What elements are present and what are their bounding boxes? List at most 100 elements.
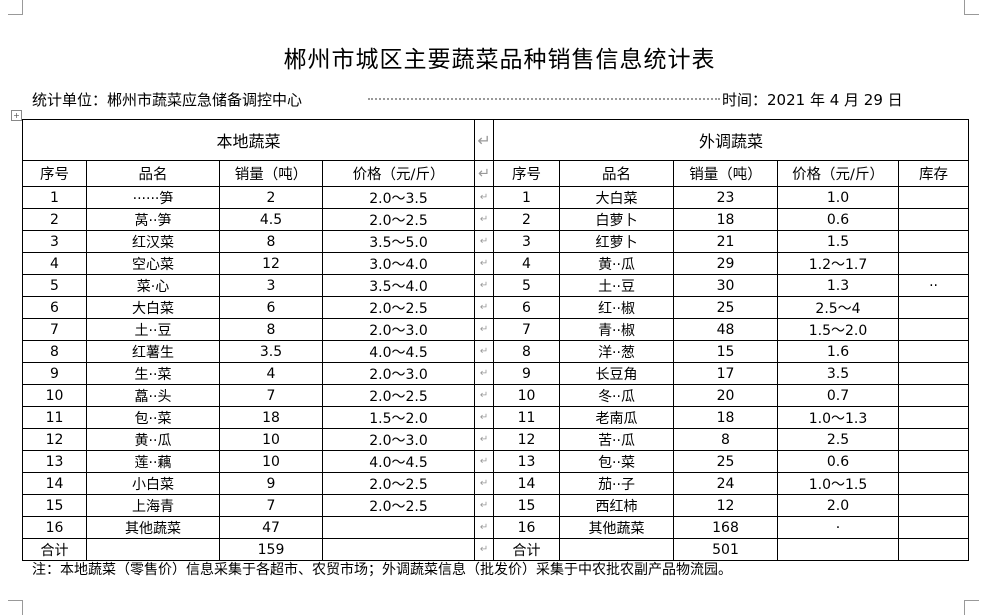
local-cell-price: 3.5～5.0 (321, 230, 476, 253)
local-cell-name: 红薯生 (86, 340, 220, 363)
table-row: 4 空心菜 12 3.0～4.0 ↵ 4 黄··瓜 29 1.2～1.7 (22, 252, 970, 275)
local-cell-name: 包··菜 (86, 406, 220, 429)
imported-cell-name: 红··椒 (559, 296, 675, 319)
imported-cell-price: 3.5 (777, 362, 900, 385)
imported-cell-price: 0.6 (777, 208, 900, 231)
document-title: 郴州市城区主要蔬菜品种销售信息统计表 (283, 47, 716, 73)
imported-cell-index: 15 (493, 494, 561, 517)
imported-cell-volume: 30 (673, 274, 779, 297)
local-cell-index: 10 (22, 384, 87, 407)
local-cell-volume: 3 (219, 274, 323, 297)
local-cell-name: 空心菜 (86, 252, 220, 275)
table-row: 1 ······笋 2 2.0～3.5 ↵ 1 大白菜 23 1.0 (22, 186, 970, 209)
table-move-handle-icon[interactable]: + (11, 110, 22, 121)
local-cell-name (86, 538, 220, 561)
imported-cell-volume: 15 (673, 340, 779, 363)
imported-cell-name: 黄··瓜 (559, 252, 675, 275)
gap-cell: ↵ (474, 252, 495, 275)
local-cell-price: 4.0～4.5 (321, 340, 476, 363)
local-heading: 本地蔬菜 (21, 119, 476, 161)
gap-cell: ↵ (474, 318, 495, 341)
imported-cell-index: 2 (493, 208, 561, 231)
table-row: 8 红薯生 3.5 4.0～4.5 ↵ 8 洋··葱 15 1.6 (22, 340, 970, 363)
local-cell-volume: 159 (219, 538, 323, 561)
column-header: 序号 (22, 160, 87, 187)
imported-cell-volume: 18 (673, 406, 779, 429)
page-corner-mark (8, 0, 23, 15)
imported-cell-index: 1 (493, 186, 561, 209)
imported-cell-volume: 21 (673, 230, 779, 253)
imported-cell-price: 0.6 (777, 450, 900, 473)
local-cell-index: 8 (22, 340, 87, 363)
gap-cell: ↵ (474, 538, 495, 561)
imported-cell-index: 12 (493, 428, 561, 451)
local-cell-price: 4.0～4.5 (321, 450, 476, 473)
local-cell-index: 13 (22, 450, 87, 473)
imported-cell-price: 1.5 (777, 230, 900, 253)
gap-cell: ↵ (474, 208, 495, 231)
imported-cell-stock: ·· (898, 274, 970, 297)
footnote: 注：本地蔬菜（零售价）信息采集于各超市、农贸市场；外调蔬菜信息（批发价）采集于中… (32, 562, 732, 578)
imported-cell-index: 16 (493, 516, 561, 539)
imported-cell-volume: 501 (673, 538, 779, 561)
local-cell-index: 2 (22, 208, 87, 231)
column-header: 品名 (559, 160, 675, 187)
vegetable-sales-table: 本地蔬菜 ↵ 外调蔬菜 序号 品名 销量（吨） 价格（元/斤） ↵ 序号 品名 … (21, 119, 970, 561)
local-cell-price: 2.0～3.0 (321, 362, 476, 385)
local-cell-name: 土··豆 (86, 318, 220, 341)
local-cell-price: 2.0～2.5 (321, 472, 476, 495)
imported-cell-price (777, 538, 900, 561)
local-cell-index: 16 (22, 516, 87, 539)
gap-cell: ↵ (474, 296, 495, 319)
local-cell-name: ······笋 (86, 186, 220, 209)
local-cell-name: 红汉菜 (86, 230, 220, 253)
imported-cell-stock (898, 230, 970, 253)
imported-cell-volume: 18 (673, 208, 779, 231)
imported-cell-price: 2.0 (777, 494, 900, 517)
imported-cell-stock (898, 406, 970, 429)
statistics-unit: 统计单位：郴州市蔬菜应急储备调控中心 (32, 91, 303, 109)
imported-cell-stock (898, 340, 970, 363)
imported-cell-volume: 168 (673, 516, 779, 539)
local-cell-index: 5 (22, 274, 87, 297)
imported-cell-stock (898, 516, 970, 539)
local-cell-volume: 7 (219, 384, 323, 407)
local-cell-volume: 3.5 (219, 340, 323, 363)
imported-cell-name: 白萝卜 (559, 208, 675, 231)
local-cell-name: 黄··瓜 (86, 428, 220, 451)
local-cell-name: 大白菜 (86, 296, 220, 319)
local-cell-volume: 4.5 (219, 208, 323, 231)
local-cell-index: 6 (22, 296, 87, 319)
table-row: 13 莲··藕 10 4.0～4.5 ↵ 13 包··菜 25 0.6 (22, 450, 970, 473)
imported-cell-name: 茄··子 (559, 472, 675, 495)
imported-cell-index: 7 (493, 318, 561, 341)
column-header: 销量（吨） (219, 160, 323, 187)
section-header-row: 本地蔬菜 ↵ 外调蔬菜 (21, 119, 970, 161)
gap-cell: ↵ (474, 230, 495, 253)
local-cell-price: 2.0～2.5 (321, 208, 476, 231)
local-cell-price: 2.0～2.5 (321, 384, 476, 407)
imported-cell-volume: 23 (673, 186, 779, 209)
local-cell-price: 2.0～3.0 (321, 318, 476, 341)
local-cell-volume: 4 (219, 362, 323, 385)
local-cell-index: 7 (22, 318, 87, 341)
local-cell-name: 小白菜 (86, 472, 220, 495)
imported-cell-price: 2.5～4 (777, 296, 900, 319)
imported-cell-stock (898, 494, 970, 517)
table-row: 12 黄··瓜 10 2.0～3.0 ↵ 12 苦··瓜 8 2.5 (22, 428, 970, 451)
local-cell-volume: 8 (219, 230, 323, 253)
local-cell-volume: 2 (219, 186, 323, 209)
local-cell-price: 2.0～3.0 (321, 428, 476, 451)
gap-cell: ↵ (474, 516, 495, 539)
imported-cell-volume: 17 (673, 362, 779, 385)
imported-cell-name: 老南瓜 (559, 406, 675, 429)
local-cell-volume: 10 (219, 428, 323, 451)
imported-cell-name: 冬··瓜 (559, 384, 675, 407)
local-cell-name: 藠··头 (86, 384, 220, 407)
local-cell-index: 14 (22, 472, 87, 495)
imported-cell-index: 6 (493, 296, 561, 319)
table-row: 3 红汉菜 8 3.5～5.0 ↵ 3 红萝卜 21 1.5 (22, 230, 970, 253)
imported-cell-name: 其他蔬菜 (559, 516, 675, 539)
imported-cell-volume: 29 (673, 252, 779, 275)
local-cell-index: 合计 (22, 538, 87, 561)
